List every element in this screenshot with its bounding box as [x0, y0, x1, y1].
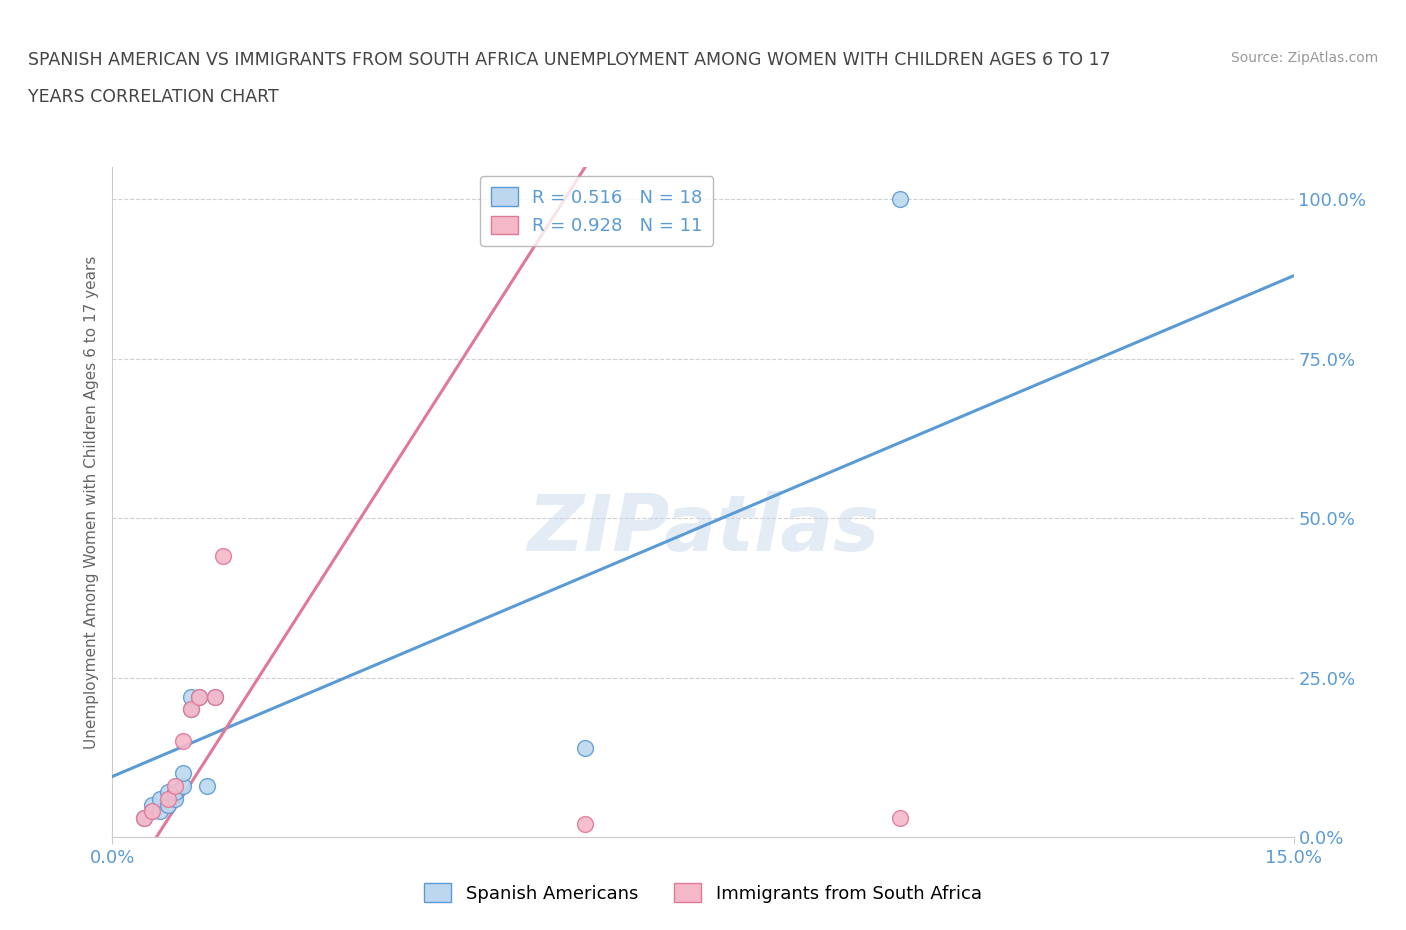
Point	[141, 804, 163, 819]
Point	[132, 810, 155, 825]
Point	[172, 778, 194, 793]
Point	[172, 765, 194, 780]
Point	[889, 810, 911, 825]
Point	[188, 689, 211, 704]
Point	[211, 549, 233, 564]
Point	[165, 791, 187, 806]
Point	[156, 798, 179, 813]
Point	[180, 702, 202, 717]
Text: SPANISH AMERICAN VS IMMIGRANTS FROM SOUTH AFRICA UNEMPLOYMENT AMONG WOMEN WITH C: SPANISH AMERICAN VS IMMIGRANTS FROM SOUT…	[28, 51, 1111, 69]
Point	[180, 702, 202, 717]
Point	[156, 785, 179, 800]
Text: Source: ZipAtlas.com: Source: ZipAtlas.com	[1230, 51, 1378, 65]
Text: ZIPatlas: ZIPatlas	[527, 491, 879, 567]
Point	[149, 804, 172, 819]
Legend: R = 0.516   N = 18, R = 0.928   N = 11: R = 0.516 N = 18, R = 0.928 N = 11	[479, 177, 713, 246]
Point	[180, 689, 202, 704]
Point	[172, 734, 194, 749]
Point	[574, 740, 596, 755]
Point	[204, 689, 226, 704]
Point	[889, 192, 911, 206]
Point	[156, 791, 179, 806]
Point	[165, 785, 187, 800]
Point	[141, 804, 163, 819]
Point	[204, 689, 226, 704]
Point	[195, 778, 218, 793]
Y-axis label: Unemployment Among Women with Children Ages 6 to 17 years: Unemployment Among Women with Children A…	[83, 256, 98, 749]
Text: YEARS CORRELATION CHART: YEARS CORRELATION CHART	[28, 88, 278, 106]
Point	[141, 798, 163, 813]
Point	[149, 791, 172, 806]
Legend: Spanish Americans, Immigrants from South Africa: Spanish Americans, Immigrants from South…	[415, 874, 991, 911]
Point	[574, 817, 596, 831]
Point	[132, 810, 155, 825]
Point	[188, 689, 211, 704]
Point	[165, 778, 187, 793]
